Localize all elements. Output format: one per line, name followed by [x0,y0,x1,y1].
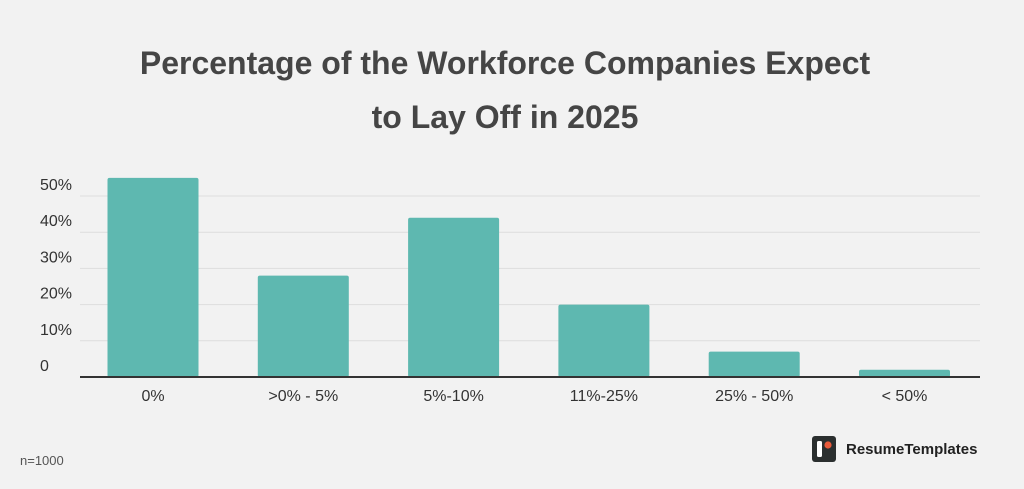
x-axis-ticks: 0% >0% - 5% 5%-10% 11%-25% 25% - 50% < 50% [141,388,927,405]
resume-templates-logo-icon [812,436,836,462]
gridlines [80,195,980,342]
bar [859,369,950,377]
bar [107,177,199,377]
x-tick-label: 25% - 50% [715,388,793,405]
y-tick-label: 40% [40,213,72,230]
y-tick-label: 20% [40,286,72,303]
bar [558,304,650,377]
chart-title-line-2: to Lay Off in 2025 [371,99,639,135]
y-axis-ticks: 0 10% 20% 30% 40% 50% [40,177,72,375]
y-tick-label: 0 [40,358,49,375]
bar [257,275,349,377]
y-tick-label: 30% [40,249,72,266]
x-tick-label: >0% - 5% [268,388,338,405]
chart-title: Percentage of the Workforce Companies Ex… [0,36,1010,144]
x-tick-label: 5%-10% [423,388,483,405]
chart-title-line-1: Percentage of the Workforce Companies Ex… [139,45,871,81]
brand-logo-group: ResumeTemplates [812,436,977,462]
sample-size-note: n=1000 [20,453,64,468]
x-tick-label: < 50% [882,388,928,405]
y-tick-label: 50% [40,177,72,194]
brand-name: ResumeTemplates [846,440,978,458]
y-tick-label: 10% [40,322,72,339]
bar [708,351,800,377]
x-tick-label: 0% [141,388,164,405]
bar [408,217,500,377]
bars [107,177,950,377]
x-tick-label: 11%-25% [570,388,638,405]
